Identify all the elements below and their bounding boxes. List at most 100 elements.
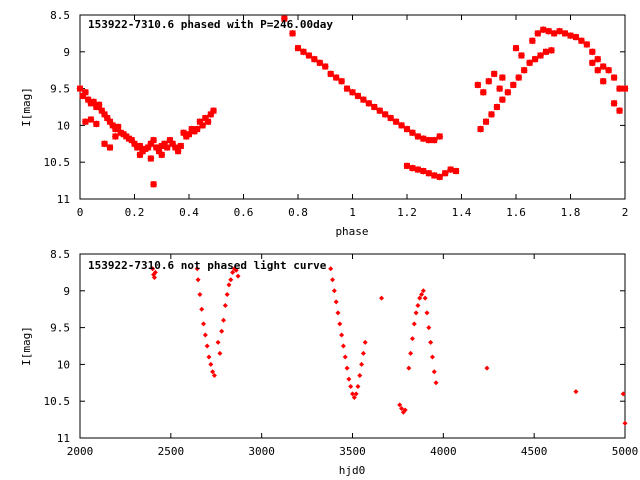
phased-data-point-overlay: [193, 125, 201, 133]
phased-data-point-overlay: [136, 142, 144, 150]
unphased-data-point: [344, 365, 350, 371]
unphased-data-point: [622, 420, 628, 426]
phased-data-point-overlay: [498, 96, 506, 104]
phased-data-point-overlay: [365, 99, 373, 107]
phased-data-point-overlay: [174, 147, 182, 155]
unphased-x-ticks: 2000 2500 3000 3500 4000 4500 5000: [67, 254, 639, 458]
unphased-data-point: [362, 339, 368, 345]
phased-data-point-overlay: [354, 92, 362, 100]
unphased-data-point: [620, 391, 626, 397]
unphased-data-point: [230, 269, 236, 275]
unphased-data-point: [433, 380, 439, 386]
phased-x-tick-label: 1.2: [397, 206, 417, 219]
phased-data-point-overlay: [482, 118, 490, 126]
unphased-data-point: [422, 295, 428, 301]
phased-data-point-overlay: [111, 132, 119, 140]
phased-data-point-overlay: [185, 130, 193, 138]
phased-x-tick-label: 1.6: [506, 206, 526, 219]
phased-data-point-overlay: [441, 169, 449, 177]
phased-data-point-overlay: [547, 46, 555, 54]
phased-data-point-overlay: [414, 166, 422, 174]
unphased-data-point: [219, 328, 225, 334]
phased-data-point-overlay: [616, 107, 624, 115]
phased-data-point-overlay: [158, 151, 166, 159]
phased-chart-title: 153922-7310.6 phased with P=246.00day: [88, 18, 333, 31]
phased-data-point-overlay: [430, 171, 438, 179]
unphased-data-point: [429, 354, 435, 360]
phased-data-point-overlay: [452, 167, 460, 175]
unphased-data-point: [222, 303, 228, 309]
phased-y-tick-label: 10.5: [44, 156, 71, 169]
phased-y-tick-label: 11: [57, 193, 70, 206]
unphased-data-point: [228, 277, 234, 283]
phased-data-point-overlay: [136, 151, 144, 159]
phased-data-point-overlay: [430, 136, 438, 144]
unphased-chart-title: 153922-7310.6 not phased light curve: [88, 259, 327, 272]
phased-x-tick-label: 0.2: [125, 206, 145, 219]
unphased-data-point: [331, 288, 337, 294]
unphased-data-point: [417, 295, 423, 301]
unphased-x-tick-label: 5000: [612, 445, 639, 458]
unphased-data-point: [424, 310, 430, 316]
phased-data-point-overlay: [531, 55, 539, 63]
phased-data-point-overlay: [479, 88, 487, 96]
phased-data-point-overlay: [414, 132, 422, 140]
unphased-x-tick-label: 2500: [158, 445, 185, 458]
phased-x-tick-label: 1: [349, 206, 356, 219]
phased-data-point-overlay: [610, 99, 618, 107]
unphased-x-tick-label: 2000: [67, 445, 94, 458]
unphased-data-point: [152, 269, 158, 275]
phased-data-point-overlay: [376, 107, 384, 115]
phased-data-point-overlay: [588, 48, 596, 56]
phased-data-point-overlay: [447, 166, 455, 174]
phased-data-point-overlay: [474, 81, 482, 89]
phased-data-point-overlay: [209, 107, 218, 115]
phased-data-point-overlay: [305, 51, 313, 60]
phased-x-tick-label: 0.8: [288, 206, 308, 219]
unphased-data-point: [197, 291, 203, 297]
phased-data-point-overlay: [436, 132, 444, 140]
unphased-data-point: [419, 291, 425, 297]
phased-data-point-overlay: [332, 74, 340, 82]
phased-data-point-overlay: [528, 37, 536, 45]
phased-data-point-overlay: [490, 70, 498, 78]
unphased-y-tick-label: 10: [57, 358, 70, 371]
unphased-data-point: [428, 339, 434, 345]
phased-data-point-overlay: [280, 15, 288, 23]
unphased-data-point: [226, 282, 232, 288]
unphased-data-point: [342, 354, 348, 360]
unphased-data-point: [346, 376, 352, 382]
unphased-data-point: [420, 288, 426, 294]
unphased-y-tick-label: 9.5: [50, 322, 70, 335]
phased-x-tick-label: 1.8: [561, 206, 581, 219]
phased-data-point-overlay: [327, 70, 335, 78]
phased-data-point-overlay: [392, 118, 400, 126]
unphased-data-point: [194, 266, 200, 272]
phased-data-point-overlay: [517, 51, 525, 60]
phased-data-point-overlay: [556, 27, 564, 35]
phased-data-point-overlay: [572, 33, 580, 41]
phased-data-point-overlay: [425, 169, 433, 177]
unphased-data-point: [411, 321, 417, 327]
phased-data-point-overlay: [100, 140, 109, 148]
phased-data-point-overlay: [520, 66, 528, 74]
unphased-data-point: [350, 391, 355, 397]
phased-data-point-overlay: [338, 77, 346, 85]
phased-x-tick-label: 1.4: [452, 206, 472, 219]
unphased-data-point: [204, 343, 210, 349]
unphased-data-point: [202, 332, 208, 338]
unphased-data-point: [206, 354, 212, 360]
phased-data-point-overlay: [539, 26, 547, 34]
unphased-data-point: [333, 299, 339, 305]
unphased-x-tick-label: 3500: [339, 445, 366, 458]
phased-data-point-overlay: [493, 103, 501, 111]
phased-data-point-overlay: [321, 62, 329, 71]
unphased-data-point: [208, 361, 214, 367]
unphased-data-point: [215, 339, 221, 345]
phased-x-axis-label: phase: [335, 225, 368, 238]
phased-y-axis-label: I[mag]: [20, 87, 33, 127]
unphased-data-point: [233, 267, 239, 273]
phased-data-point-overlay: [599, 62, 607, 71]
phased-data-point-overlay: [370, 103, 378, 111]
unphased-y-tick-label: 11: [57, 432, 70, 445]
